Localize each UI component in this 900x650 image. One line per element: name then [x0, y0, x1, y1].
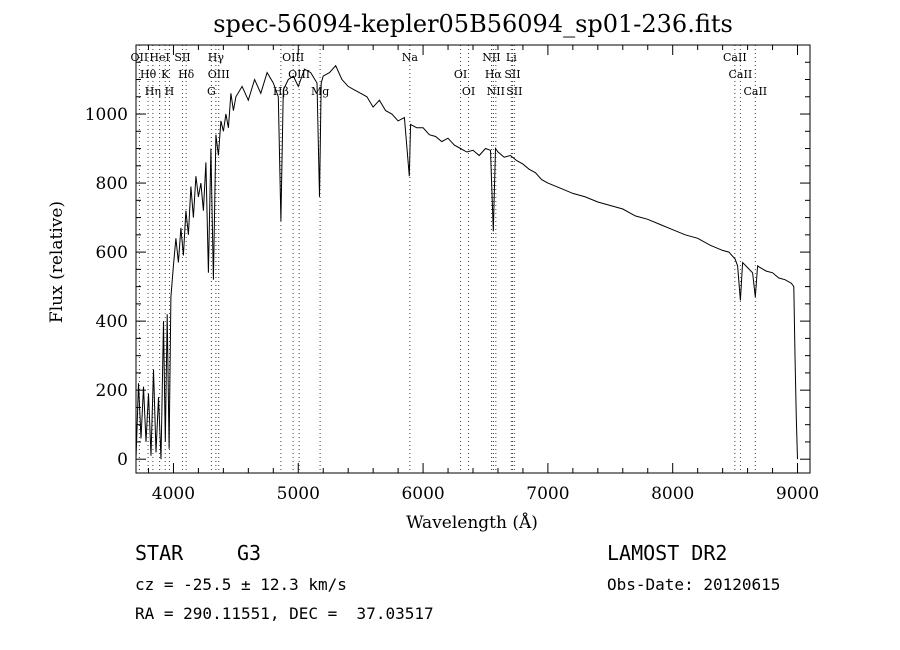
- y-tick-label: 400: [96, 312, 128, 332]
- x-tick-label: 7000: [526, 484, 569, 504]
- observation-date: Obs-Date: 20120615: [607, 575, 781, 594]
- line-marker-label: Hη: [145, 85, 161, 98]
- line-marker-label: G: [207, 85, 216, 98]
- line-marker-label: Hθ: [140, 68, 157, 81]
- redshift-velocity: cz = -25.5 ± 12.3 km/s: [135, 575, 347, 594]
- spectrum-line: [135, 64, 798, 460]
- line-marker-label: OI: [462, 85, 475, 98]
- coordinates: RA = 290.11551, DEC = 37.03517: [135, 604, 434, 623]
- line-marker-label: OIII: [208, 68, 230, 81]
- x-tick-label: 9000: [776, 484, 819, 504]
- spectral-subclass: G3: [237, 541, 262, 565]
- y-tick-label: 200: [96, 381, 128, 401]
- y-tick-label: 0: [117, 450, 128, 470]
- line-marker-label: SII: [506, 85, 522, 98]
- survey-name: LAMOST DR2: [607, 541, 728, 565]
- line-marker-label: Hα: [485, 68, 503, 81]
- line-marker-label: Li: [506, 51, 517, 64]
- line-marker-label: CaII: [729, 68, 753, 81]
- line-marker-label: H: [165, 85, 175, 98]
- line-markers: [138, 45, 756, 473]
- line-marker-label: SII: [174, 51, 190, 64]
- line-marker-label: OII: [131, 51, 149, 64]
- line-marker-label: NII: [482, 51, 500, 64]
- x-tick-label: 8000: [651, 484, 694, 504]
- line-marker-labels: OIIHθHηHeIKHSIIHδGHγOIIIHβOIIIOIIIMgNaOI…: [131, 51, 768, 98]
- line-marker-label: CaII: [743, 85, 767, 98]
- y-axis-label: Flux (relative): [47, 201, 67, 323]
- y-tick-label: 1000: [85, 105, 128, 125]
- line-marker-label: CaII: [723, 51, 747, 64]
- line-marker-label: Hβ: [273, 85, 289, 98]
- line-marker-label: OIII: [282, 51, 304, 64]
- line-marker-label: Mg: [311, 85, 329, 98]
- line-marker-label: Na: [402, 51, 419, 64]
- line-marker-label: Hγ: [208, 51, 225, 64]
- y-axis-ticks: 0 200 400 600 800 1000: [85, 61, 810, 470]
- x-tick-label: 4000: [152, 484, 195, 504]
- x-tick-label: 5000: [277, 484, 320, 504]
- y-tick-label: 600: [96, 243, 128, 263]
- chart-title: spec-56094-kepler05B56094_sp01-236.fits: [213, 10, 733, 38]
- object-class: STAR: [135, 541, 184, 565]
- line-marker-label: HeI: [149, 51, 169, 64]
- y-tick-label: 800: [96, 174, 128, 194]
- line-marker-label: Hδ: [178, 68, 195, 81]
- plot-frame: [135, 44, 811, 474]
- line-marker-label: K: [161, 68, 170, 81]
- line-marker-label: SII: [504, 68, 520, 81]
- x-axis-ticks: 4000 5000 6000 7000 8000 9000: [147, 45, 819, 504]
- x-axis-label: Wavelength (Å): [406, 512, 538, 533]
- line-marker-label: NII: [487, 85, 505, 98]
- line-marker-label: OI: [454, 68, 467, 81]
- x-tick-label: 6000: [401, 484, 444, 504]
